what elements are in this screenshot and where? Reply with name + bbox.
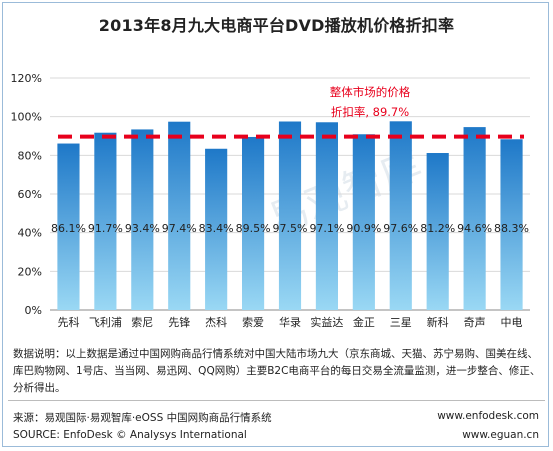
x-tick-label: 杰科 <box>205 315 227 329</box>
chart-frame <box>2 2 549 447</box>
x-tick-label: 中电 <box>501 316 523 329</box>
y-tick-label: 20% <box>18 265 42 278</box>
bar-value-label: 88.3% <box>494 222 529 235</box>
x-tick-label: 金正 <box>353 315 375 329</box>
bar-value-label: 97.5% <box>273 222 308 235</box>
y-tick-label: 80% <box>18 149 42 162</box>
bar <box>315 122 338 310</box>
bar-value-label: 83.4% <box>199 222 234 235</box>
bar <box>131 129 154 310</box>
chart-title: 2013年8月九大电商平台DVD播放机价格折扣率 <box>98 16 455 35</box>
bar-value-label: 81.2% <box>420 222 455 235</box>
bar-chart: 易观智库 0%20%40%60%80%100%120%先科 飞利浦 索尼 先锋 杰科 索爱… <box>11 72 530 329</box>
bar <box>168 121 191 311</box>
url-enfodesk[interactable]: www.enfodesk.com <box>437 410 539 422</box>
bar-value-label: 97.1% <box>309 222 344 235</box>
y-tick-label: 40% <box>18 227 42 240</box>
x-tick-label: 飞利浦 <box>89 316 122 329</box>
footer-divider <box>8 400 545 401</box>
bar <box>426 153 449 310</box>
bar-value-label: 89.5% <box>236 222 271 235</box>
bar <box>94 132 117 310</box>
bar <box>500 139 523 310</box>
y-tick-label: 60% <box>18 188 42 201</box>
y-tick-label: 0% <box>25 304 42 317</box>
y-tick-label: 100% <box>11 111 42 124</box>
x-tick-label: 索尼 <box>131 315 153 329</box>
x-tick-label: 先科 <box>57 315 79 329</box>
y-tick-label: 120% <box>11 72 42 85</box>
bar-value-label: 97.6% <box>383 222 418 235</box>
bar <box>242 136 265 310</box>
bar <box>389 121 412 310</box>
x-tick-label: 奇声 <box>464 315 486 329</box>
bar-value-label: 86.1% <box>51 222 86 235</box>
source-cn: 来源：易观国际·易观智库·eOSS 中国网购商品行情系统 <box>13 412 272 424</box>
bar <box>57 143 80 310</box>
source-en: SOURCE: EnfoDesk © Analysys Internationa… <box>13 429 247 441</box>
x-tick-label: 三星 <box>390 316 412 329</box>
bar <box>463 127 486 311</box>
bar-value-label: 90.9% <box>346 222 381 235</box>
bar-value-label: 97.4% <box>162 222 197 235</box>
x-tick-label: 实益达 <box>310 315 343 329</box>
data-note: 数据说明：以上数据是通过中国网购商品行情系统对中国大陆市场九大（京东商城、天猫、… <box>13 348 541 394</box>
bar <box>205 148 228 310</box>
bar-value-label: 94.6% <box>457 222 492 235</box>
x-tick-label: 索爱 <box>242 315 264 329</box>
url-eguan[interactable]: www.eguan.cn <box>462 429 539 441</box>
x-tick-label: 华录 <box>279 315 301 329</box>
reference-label: 折扣率, 89.7% <box>331 105 409 119</box>
bar-value-label: 91.7% <box>88 222 123 235</box>
reference-label: 整体市场的价格 <box>330 85 411 99</box>
x-tick-label: 先锋 <box>168 316 190 329</box>
bar <box>278 121 302 310</box>
bar <box>352 134 375 310</box>
x-tick-label: 新科 <box>427 315 449 329</box>
bar-value-label: 93.4% <box>125 222 160 235</box>
